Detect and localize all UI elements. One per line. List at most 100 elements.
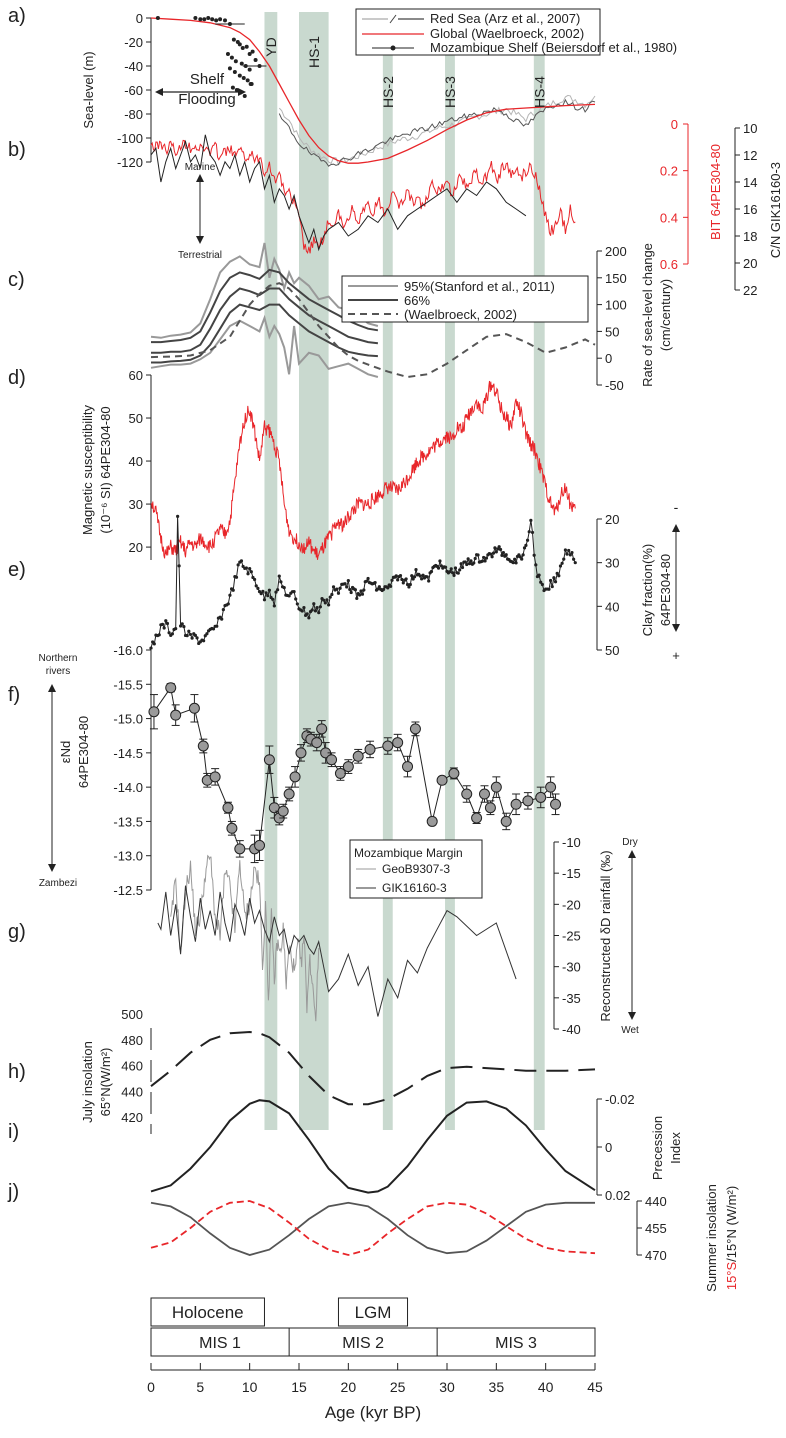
panel-letter-b: b) bbox=[8, 139, 26, 161]
f-axis-tick-label: -13.5 bbox=[113, 814, 143, 829]
a-moz-point bbox=[218, 17, 223, 22]
panel-letter-a: a) bbox=[8, 5, 26, 27]
e-clay-point bbox=[307, 616, 311, 620]
e-clay-point bbox=[188, 632, 193, 637]
f-end-point bbox=[382, 740, 394, 752]
c-stanford-66-lower bbox=[151, 303, 378, 364]
e-clay-point bbox=[498, 547, 503, 552]
lgm-box bbox=[337, 1297, 409, 1327]
b-marine-arrowhead bbox=[196, 174, 204, 182]
e-clay-point bbox=[439, 564, 443, 568]
f-ylabel2: 64PE304-80 bbox=[76, 716, 91, 788]
lgm-label: LGM bbox=[355, 1303, 392, 1322]
e-clay-point bbox=[425, 575, 429, 579]
e-clay-point bbox=[480, 559, 484, 563]
e-arrowhead-down bbox=[672, 624, 680, 632]
f-end-point bbox=[448, 767, 460, 779]
b-bit-tick-label: 0.2 bbox=[660, 164, 678, 179]
f-end-point bbox=[392, 737, 404, 749]
e-clay-point bbox=[335, 587, 339, 591]
e-axis-tick-label: 30 bbox=[605, 556, 619, 571]
e-clay-point bbox=[294, 597, 298, 601]
c-axis-tick-label: 0 bbox=[605, 351, 612, 366]
e-clay-point bbox=[453, 566, 458, 570]
a-legend-label-global: Global (Waelbroeck, 2002) bbox=[430, 26, 584, 41]
a-moz-point bbox=[239, 61, 244, 66]
b-cn-axis-tick-label: 14 bbox=[743, 175, 757, 190]
e-clay-point bbox=[394, 574, 398, 578]
e-clay-point bbox=[312, 602, 316, 606]
e-clay-point bbox=[274, 590, 278, 594]
a-redsea-series-2 bbox=[278, 98, 596, 167]
e-clay-point bbox=[277, 574, 281, 578]
e-clay-point bbox=[405, 582, 410, 587]
band-label-hs-2: HS-2 bbox=[380, 76, 396, 108]
e-clay-point bbox=[421, 573, 425, 577]
f-end-point bbox=[500, 815, 512, 827]
f-end-point bbox=[277, 805, 289, 817]
band-hs-1 bbox=[299, 12, 329, 1130]
a-moz-point bbox=[247, 67, 252, 72]
e-clay-point bbox=[266, 594, 270, 598]
a-flood-arrowhead-right bbox=[238, 88, 246, 96]
b-bit-tick-label: 0 bbox=[671, 117, 678, 132]
c-axis-tick-label: 200 bbox=[605, 244, 627, 259]
band-yd bbox=[264, 12, 278, 1130]
e-clay-point bbox=[160, 622, 165, 626]
x-tick-label: 15 bbox=[291, 1379, 307, 1395]
e-clay-point bbox=[254, 584, 258, 588]
e-clay-point bbox=[494, 550, 498, 554]
e-clay-point bbox=[573, 561, 577, 565]
e-clay-point bbox=[276, 588, 280, 592]
e-clay-point bbox=[491, 551, 496, 555]
a-moz-point bbox=[230, 85, 235, 90]
e-clay-point bbox=[520, 557, 524, 561]
e-clay-point bbox=[264, 591, 268, 595]
a-moz-point bbox=[250, 49, 255, 54]
e-clay-point bbox=[231, 588, 235, 592]
a-moz-point bbox=[206, 16, 211, 20]
f-end-point bbox=[254, 839, 266, 851]
g-axis-tick-label: -15 bbox=[562, 866, 581, 881]
f-axis-tick-label: -16.0 bbox=[113, 643, 143, 658]
e-clay-point bbox=[465, 562, 469, 567]
e-clay-point bbox=[386, 586, 390, 590]
c-axis-tick-label: 100 bbox=[605, 298, 627, 313]
g-arrowhead-up bbox=[628, 850, 636, 858]
b-cn-axis-tick-label: 20 bbox=[743, 256, 757, 271]
b-bit-tick-label: 0.4 bbox=[660, 210, 678, 225]
a-moz-point bbox=[244, 44, 249, 49]
i-axis-tick-label: 0 bbox=[605, 1140, 612, 1155]
e-clay-point bbox=[572, 557, 576, 561]
e-clay-point bbox=[239, 559, 244, 563]
e-clay-point bbox=[279, 580, 283, 584]
g-legend-label-geob: GeoB9307-3 bbox=[382, 862, 450, 876]
holocene-label: Holocene bbox=[172, 1303, 244, 1322]
e-clay-point bbox=[182, 624, 186, 629]
e-clay-point bbox=[185, 634, 189, 638]
f-ylabel: εNd bbox=[58, 741, 73, 763]
e-clay-point bbox=[476, 553, 480, 557]
a-ylabel: Sea-level (m) bbox=[81, 51, 96, 128]
e-clay-point bbox=[436, 566, 441, 570]
d-ylabel2: (10⁻⁶ SI) 64PE304-80 bbox=[98, 406, 113, 533]
f-zambezi-label: Zambezi bbox=[39, 878, 77, 889]
j-ylabel2-15n: /15°N (W/m²) bbox=[724, 1186, 739, 1262]
e-clay-point bbox=[389, 584, 393, 588]
f-end-point bbox=[535, 791, 547, 803]
mis1-label: MIS 1 bbox=[199, 1335, 241, 1352]
e-clay-point bbox=[451, 571, 455, 575]
a-moz-point bbox=[247, 52, 252, 56]
h-tick-label: 420 bbox=[121, 1110, 143, 1125]
e-clay-point bbox=[483, 559, 487, 563]
e-clay-point bbox=[365, 579, 369, 583]
a-moz-point bbox=[229, 55, 234, 60]
e-clay-point bbox=[355, 596, 359, 601]
h-tick-label: 500 bbox=[121, 1007, 143, 1022]
h-tick-label: 440 bbox=[121, 1084, 143, 1099]
a-moz-point bbox=[245, 78, 250, 83]
e-clay-point bbox=[295, 602, 299, 606]
j-ylabel2: 15°S/15°N (W/m²) bbox=[724, 1186, 739, 1290]
band-hs-2 bbox=[382, 12, 393, 1130]
g-axis-tick-label: -20 bbox=[562, 897, 581, 912]
